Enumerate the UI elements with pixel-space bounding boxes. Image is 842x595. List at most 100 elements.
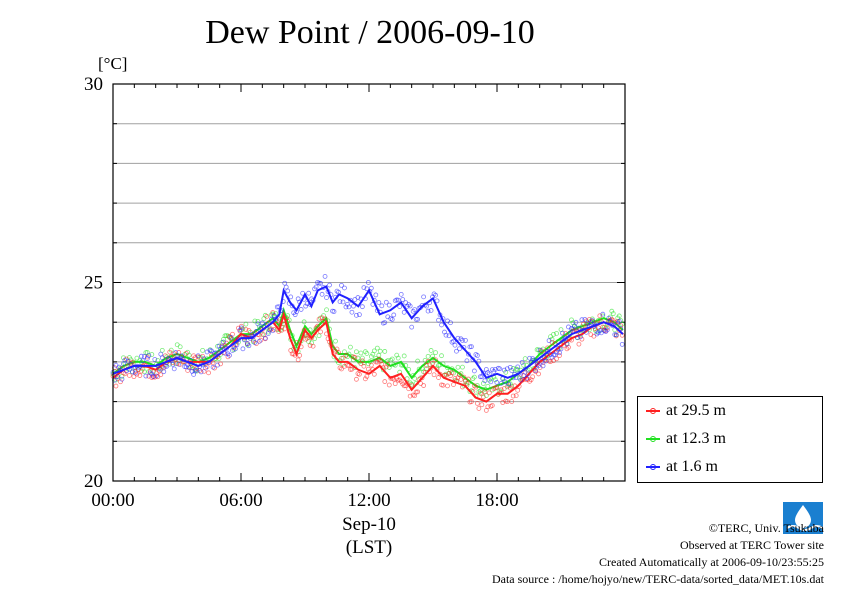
data-point: [473, 384, 479, 390]
data-point: [162, 363, 168, 369]
data-point: [498, 380, 504, 386]
data-point: [134, 355, 140, 361]
data-point: [255, 321, 261, 327]
data-point: [406, 302, 412, 308]
data-point: [358, 350, 364, 356]
data-point: [424, 363, 430, 368]
data-point: [368, 354, 374, 359]
data-point: [415, 389, 421, 395]
data-point: [455, 364, 461, 370]
data-point: [525, 371, 531, 377]
data-point: [458, 376, 464, 382]
data-point: [303, 303, 309, 309]
data-point: [143, 373, 149, 379]
data-point: [422, 357, 428, 363]
data-point: [183, 350, 189, 356]
data-point: [397, 377, 403, 383]
data-point: [219, 344, 225, 350]
data-point: [407, 303, 413, 309]
data-point: [342, 285, 347, 291]
data-point: [359, 355, 365, 361]
data-point: [548, 334, 553, 340]
data-point: [581, 321, 586, 327]
data-point: [288, 294, 294, 300]
data-point: [477, 390, 483, 396]
data-point: [239, 325, 244, 331]
data-point: [471, 383, 477, 389]
data-point: [200, 353, 206, 359]
series-line: [112, 310, 624, 403]
data-point: [474, 353, 480, 358]
data-point: [543, 358, 549, 364]
data-point: [494, 384, 500, 390]
data-point: [551, 331, 556, 337]
data-point: [316, 316, 322, 322]
data-point: [339, 366, 344, 372]
data-point: [468, 399, 474, 405]
data-point: [225, 354, 231, 360]
data-point: [428, 365, 434, 371]
data-point: [412, 376, 418, 381]
data-point: [113, 383, 119, 389]
legend-item-1-6m: at 1.6 m: [646, 457, 718, 477]
data-point: [554, 356, 559, 362]
data-point: [382, 379, 388, 384]
data-point: [137, 373, 143, 378]
data-point: [315, 323, 320, 329]
data-point: [252, 340, 258, 345]
data-point: [331, 309, 337, 314]
data-point: [270, 328, 276, 334]
data-point: [345, 362, 350, 368]
data-point: [476, 406, 482, 411]
data-point: [224, 340, 229, 346]
data-point: [416, 366, 422, 372]
data-point: [407, 393, 413, 399]
data-point: [539, 358, 544, 364]
data-point: [155, 358, 161, 363]
data-point: [150, 374, 156, 379]
data-point: [373, 292, 379, 298]
data-point: [386, 302, 392, 308]
data-point: [600, 311, 606, 317]
data-point: [355, 295, 361, 300]
data-point: [619, 341, 625, 347]
legend-marker-red: [646, 408, 660, 414]
data-point: [243, 327, 249, 332]
data-point: [461, 374, 467, 380]
data-point: [446, 333, 452, 339]
data-point: [421, 294, 427, 300]
data-point: [268, 316, 274, 322]
data-point: [324, 307, 329, 313]
data-point: [364, 373, 370, 379]
data-point: [463, 337, 468, 343]
data-point: [485, 404, 491, 410]
data-point: [610, 311, 616, 317]
data-point: [127, 373, 132, 378]
legend-label: at 1.6 m: [666, 458, 718, 475]
data-point: [533, 367, 539, 373]
data-point: [530, 374, 536, 380]
x-axis-timezone-label: (LST): [345, 537, 393, 558]
data-point: [255, 318, 261, 324]
legend-item-12-3m: at 12.3 m: [646, 429, 726, 449]
data-point: [354, 376, 359, 382]
data-point: [501, 386, 507, 391]
footer-observed: Observed at TERC Tower site: [679, 538, 824, 552]
legend-label: at 12.3 m: [666, 430, 726, 447]
data-point: [365, 280, 371, 285]
data-point: [354, 349, 359, 355]
data-point: [560, 330, 565, 336]
data-point: [510, 393, 516, 399]
data-point: [204, 364, 210, 370]
data-point: [515, 387, 521, 393]
data-point: [576, 325, 582, 331]
data-point: [213, 350, 219, 356]
data-point: [130, 359, 135, 365]
data-point: [259, 320, 265, 326]
x-axis-date-label: Sep-10: [342, 514, 396, 535]
data-point: [380, 367, 386, 373]
data-point: [388, 375, 394, 381]
data-point: [522, 356, 528, 362]
data-point: [337, 299, 343, 305]
